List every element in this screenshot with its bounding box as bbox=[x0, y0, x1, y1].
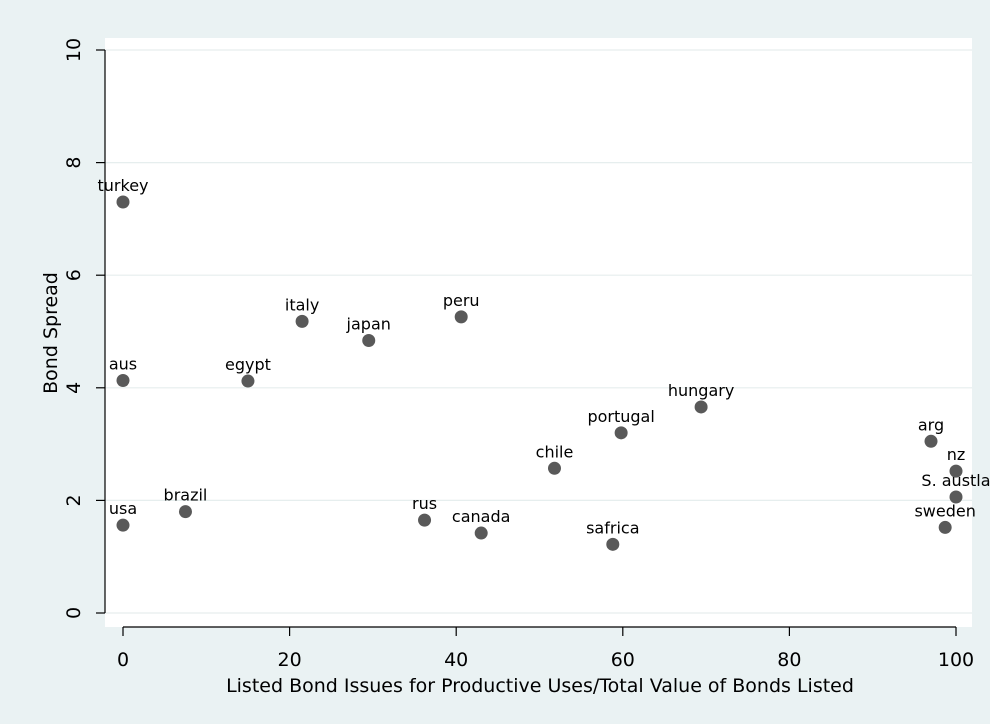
data-point bbox=[547, 461, 561, 475]
data-point-label: brazil bbox=[164, 486, 208, 505]
x-tick-label: 20 bbox=[278, 649, 302, 671]
data-point-label: arg bbox=[918, 415, 944, 434]
data-point bbox=[178, 505, 192, 519]
data-point-label: canada bbox=[452, 507, 511, 526]
data-point-label: turkey bbox=[98, 176, 149, 195]
x-tick-label: 0 bbox=[117, 649, 129, 671]
data-point-label: hungary bbox=[668, 381, 734, 400]
data-point-label: usa bbox=[109, 499, 137, 518]
data-point-label: peru bbox=[443, 291, 480, 310]
data-point bbox=[454, 310, 468, 324]
data-point-label: S. austla bbox=[921, 471, 990, 490]
data-point bbox=[241, 374, 255, 388]
data-point bbox=[418, 513, 432, 527]
data-point bbox=[606, 537, 620, 551]
data-point bbox=[949, 464, 963, 478]
data-point-label: italy bbox=[285, 295, 319, 314]
data-point-label: rus bbox=[412, 494, 437, 513]
data-point-label: portugal bbox=[587, 407, 654, 426]
data-point bbox=[614, 426, 628, 440]
y-tick-label: 8 bbox=[63, 157, 85, 169]
x-tick-label: 80 bbox=[777, 649, 801, 671]
data-point bbox=[949, 490, 963, 504]
data-point-label: sweden bbox=[914, 501, 975, 520]
data-point-label: japan bbox=[346, 315, 391, 334]
data-point-label: safrica bbox=[586, 518, 639, 537]
data-point bbox=[295, 314, 309, 328]
data-point bbox=[116, 373, 130, 387]
y-tick-label: 10 bbox=[63, 38, 85, 62]
data-point bbox=[116, 195, 130, 209]
x-tick-label: 100 bbox=[938, 649, 974, 671]
x-tick-label: 40 bbox=[444, 649, 468, 671]
data-point-label: chile bbox=[536, 442, 574, 461]
data-point bbox=[474, 526, 488, 540]
y-tick-label: 0 bbox=[63, 607, 85, 619]
data-points: turkey aus usa brazil egypt italy japan rus peru… bbox=[98, 176, 990, 551]
data-point bbox=[938, 520, 952, 534]
gridlines bbox=[105, 49, 972, 614]
data-point bbox=[116, 518, 130, 532]
data-point-label: egypt bbox=[225, 355, 271, 374]
data-point bbox=[362, 334, 376, 348]
x-axis-label: Listed Bond Issues for Productive Uses/T… bbox=[226, 675, 854, 697]
y-tick-label: 4 bbox=[63, 382, 85, 394]
y-tick-label: 2 bbox=[63, 494, 85, 506]
y-axis-label: Bond Spread bbox=[40, 272, 62, 394]
y-tick-label: 6 bbox=[63, 269, 85, 281]
plot-area bbox=[105, 38, 972, 627]
data-point-label: nz bbox=[947, 445, 966, 464]
x-tick-label: 60 bbox=[611, 649, 635, 671]
data-point-label: aus bbox=[109, 354, 137, 373]
data-point bbox=[924, 434, 938, 448]
data-point bbox=[694, 400, 708, 414]
